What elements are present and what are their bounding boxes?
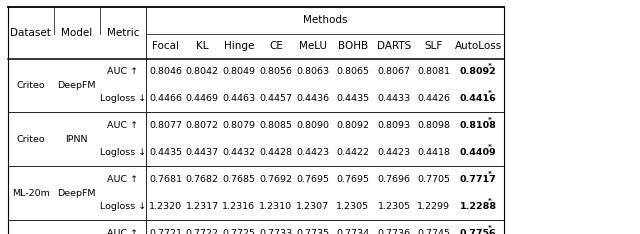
Text: 0.8063: 0.8063 (296, 67, 330, 77)
Text: 0.4422: 0.4422 (336, 148, 369, 157)
Text: 0.4463: 0.4463 (222, 94, 255, 103)
Text: AutoLoss: AutoLoss (454, 41, 502, 51)
Text: Dataset: Dataset (10, 28, 51, 38)
Text: 1.2299: 1.2299 (417, 202, 451, 211)
Text: *: * (488, 144, 492, 150)
Text: *: * (488, 63, 492, 69)
Text: 1.2310: 1.2310 (259, 202, 292, 211)
Text: 0.4437: 0.4437 (186, 148, 219, 157)
Text: 0.7692: 0.7692 (259, 175, 292, 184)
Text: 0.8077: 0.8077 (149, 121, 182, 130)
Text: 0.4435: 0.4435 (336, 94, 369, 103)
Text: 0.4416: 0.4416 (460, 94, 497, 103)
Text: 1.2305: 1.2305 (378, 202, 411, 211)
Text: 0.8093: 0.8093 (378, 121, 411, 130)
Text: 0.4469: 0.4469 (186, 94, 219, 103)
Text: 0.4426: 0.4426 (417, 94, 451, 103)
Text: IPNN: IPNN (65, 135, 88, 144)
Text: DeepFM: DeepFM (58, 81, 96, 90)
Text: DARTS: DARTS (377, 41, 412, 51)
Text: 1.2307: 1.2307 (296, 202, 330, 211)
Text: Logloss ↓: Logloss ↓ (100, 202, 146, 211)
Text: 0.4428: 0.4428 (259, 148, 292, 157)
Text: Criteo: Criteo (17, 81, 45, 90)
Text: 0.8098: 0.8098 (417, 121, 451, 130)
Text: 0.8085: 0.8085 (259, 121, 292, 130)
Text: 0.8079: 0.8079 (222, 121, 255, 130)
Text: 0.8072: 0.8072 (186, 121, 219, 130)
Text: 0.8046: 0.8046 (149, 67, 182, 77)
Text: AUC ↑: AUC ↑ (108, 229, 138, 234)
Text: *: * (488, 90, 492, 96)
Text: 1.2320: 1.2320 (149, 202, 182, 211)
Text: 1.2316: 1.2316 (222, 202, 255, 211)
Text: AUC ↑: AUC ↑ (108, 121, 138, 130)
Text: 0.8049: 0.8049 (222, 67, 255, 77)
Text: 0.4433: 0.4433 (378, 94, 411, 103)
Text: 0.8081: 0.8081 (417, 67, 451, 77)
Text: *: * (488, 225, 492, 230)
Text: 0.8056: 0.8056 (259, 67, 292, 77)
Text: SLF: SLF (425, 41, 443, 51)
Text: 0.7682: 0.7682 (186, 175, 219, 184)
Text: *: * (488, 171, 492, 177)
Text: BOHB: BOHB (337, 41, 368, 51)
Text: 0.4457: 0.4457 (259, 94, 292, 103)
Text: KL: KL (196, 41, 209, 51)
Text: 0.7705: 0.7705 (417, 175, 451, 184)
Text: Model: Model (61, 28, 92, 38)
Text: 0.7735: 0.7735 (296, 229, 330, 234)
Text: 1.2305: 1.2305 (336, 202, 369, 211)
Text: 0.4432: 0.4432 (222, 148, 255, 157)
Text: 0.7685: 0.7685 (222, 175, 255, 184)
Text: AUC ↑: AUC ↑ (108, 67, 138, 77)
Text: Criteo: Criteo (17, 135, 45, 144)
Text: 0.8042: 0.8042 (186, 67, 219, 77)
Text: 0.4409: 0.4409 (460, 148, 497, 157)
Text: 0.7733: 0.7733 (259, 229, 292, 234)
Text: 0.8108: 0.8108 (460, 121, 497, 130)
Text: DeepFM: DeepFM (58, 189, 96, 197)
Text: 1.2288: 1.2288 (460, 202, 497, 211)
Text: 0.7734: 0.7734 (336, 229, 369, 234)
Text: 0.7721: 0.7721 (149, 229, 182, 234)
Text: 0.8092: 0.8092 (460, 67, 497, 77)
Text: 0.7736: 0.7736 (378, 229, 411, 234)
Text: *: * (488, 117, 492, 123)
Text: 0.8067: 0.8067 (378, 67, 411, 77)
Text: 0.8092: 0.8092 (336, 121, 369, 130)
Text: ML-20m: ML-20m (12, 189, 50, 197)
Text: 0.4418: 0.4418 (417, 148, 451, 157)
Text: 0.7696: 0.7696 (378, 175, 411, 184)
Text: 0.7695: 0.7695 (296, 175, 330, 184)
Text: 0.7756: 0.7756 (460, 229, 497, 234)
Text: *: * (488, 198, 492, 204)
Text: Methods: Methods (303, 15, 348, 26)
Text: 0.7681: 0.7681 (149, 175, 182, 184)
Text: 0.8090: 0.8090 (296, 121, 330, 130)
Text: Logloss ↓: Logloss ↓ (100, 148, 146, 157)
Text: 1.2317: 1.2317 (186, 202, 219, 211)
Text: 0.7717: 0.7717 (460, 175, 497, 184)
Text: 0.7695: 0.7695 (336, 175, 369, 184)
Text: 0.4436: 0.4436 (296, 94, 330, 103)
Text: 0.4435: 0.4435 (149, 148, 182, 157)
Text: 0.4423: 0.4423 (378, 148, 411, 157)
Text: Focal: Focal (152, 41, 179, 51)
Text: Logloss ↓: Logloss ↓ (100, 94, 146, 103)
Text: CE: CE (269, 41, 283, 51)
Text: Hinge: Hinge (223, 41, 254, 51)
Text: Metric: Metric (107, 28, 139, 38)
Text: 0.7725: 0.7725 (222, 229, 255, 234)
Text: 0.8065: 0.8065 (336, 67, 369, 77)
Text: 0.7722: 0.7722 (186, 229, 219, 234)
Text: 0.4466: 0.4466 (149, 94, 182, 103)
Text: MeLU: MeLU (299, 41, 327, 51)
Text: 0.4423: 0.4423 (296, 148, 330, 157)
Text: 0.7745: 0.7745 (417, 229, 451, 234)
Text: AUC ↑: AUC ↑ (108, 175, 138, 184)
